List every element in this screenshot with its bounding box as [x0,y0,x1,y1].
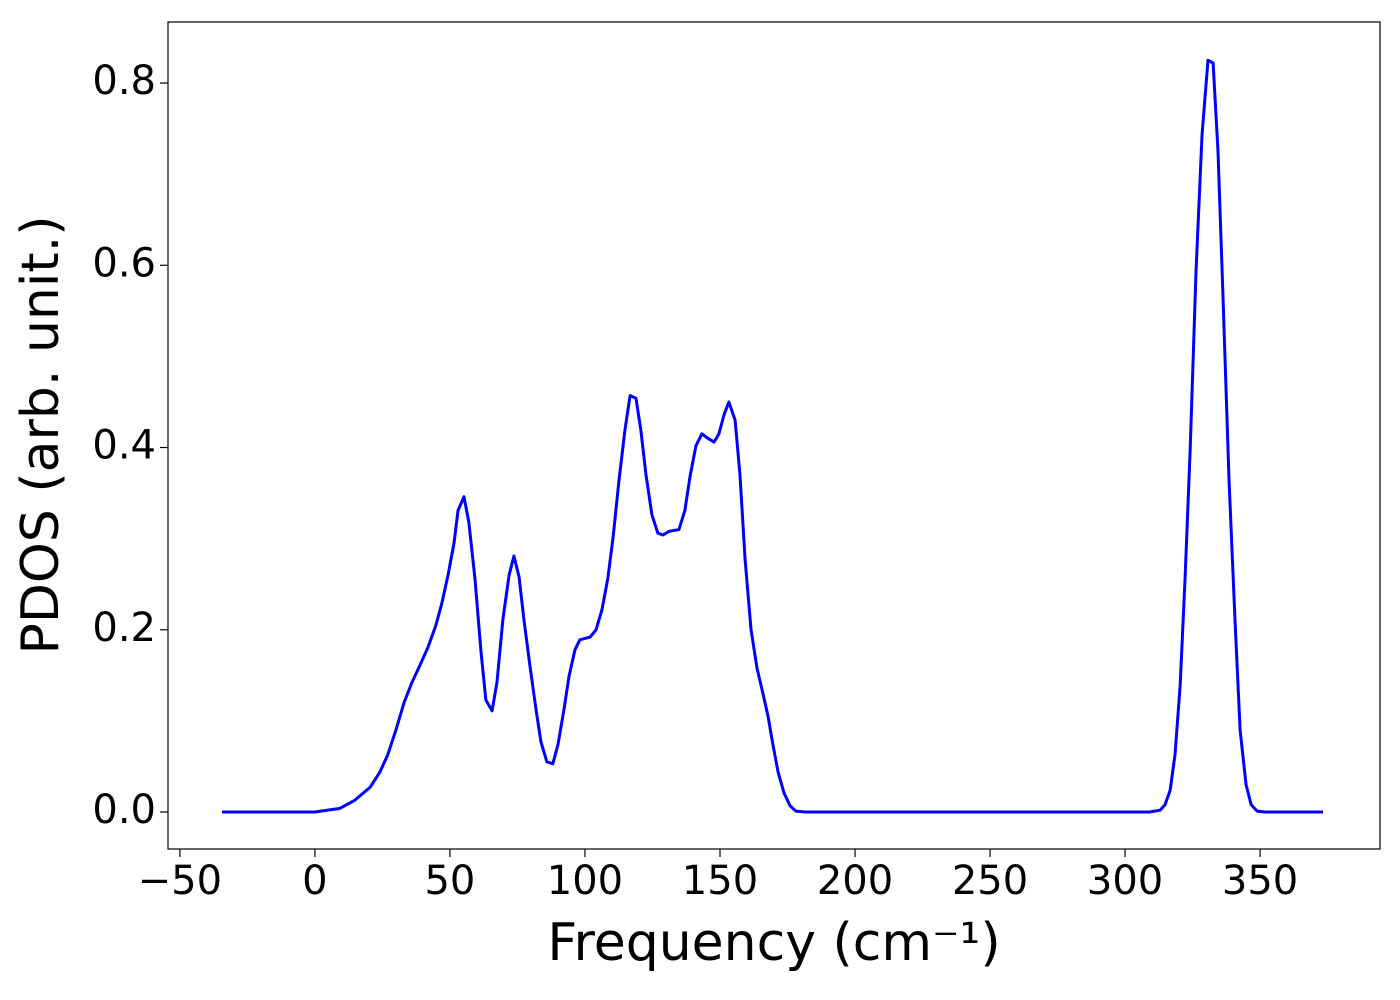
y-tick-label: 0.2 [92,605,156,651]
plot-frame [167,21,1381,850]
x-axis-label: Frequency (cm⁻¹) [547,913,1000,973]
x-tick-label: 300 [1087,858,1163,904]
x-tick-label: 0 [302,858,327,904]
x-tick-label: 250 [952,858,1028,904]
y-tick-label: 0.8 [92,58,156,104]
x-tick-label: 350 [1222,858,1298,904]
x-tick-label: 150 [682,858,758,904]
y-axis-label: PDOS (arb. unit.) [11,215,71,654]
x-tick-label: 200 [817,858,893,904]
y-tick-label: 0.6 [92,240,156,286]
x-tick-label: 50 [424,858,475,904]
data-line [222,58,1324,814]
y-tick-label: 0.0 [92,787,156,833]
x-tick-label: −50 [138,858,222,904]
x-tick-label: 100 [547,858,623,904]
y-tick-label: 0.4 [92,423,156,469]
